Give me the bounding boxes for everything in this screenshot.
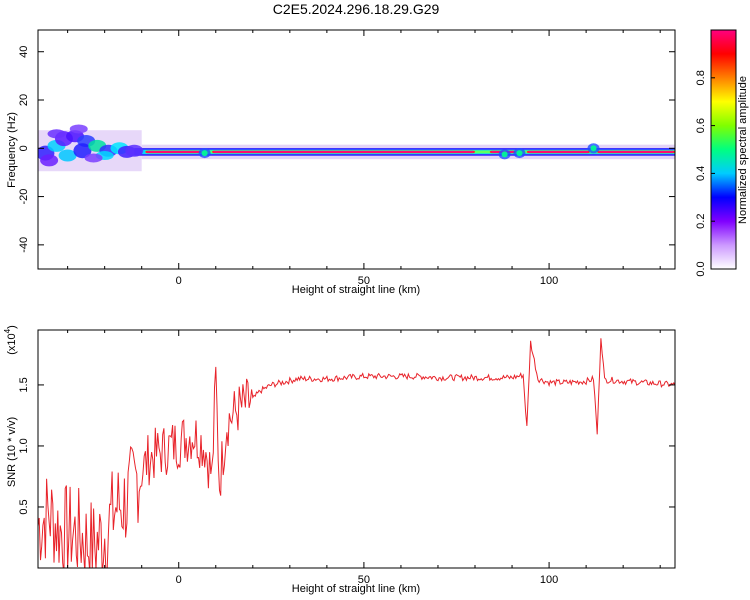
colorbar-frame bbox=[710, 29, 737, 270]
spectrogram-frame bbox=[37, 29, 676, 270]
colorbar-bar bbox=[711, 30, 736, 269]
spectrogram-y-tick-label: -40 bbox=[18, 237, 30, 253]
snr-x-tick-label: 50 bbox=[358, 574, 370, 586]
spectrogram-blob bbox=[69, 124, 88, 134]
snr-x-axis-label: Height of straight line (km) bbox=[292, 583, 420, 595]
spectrogram-heatmap bbox=[38, 124, 675, 172]
snr-y-tick-label: 1.5 bbox=[18, 377, 30, 392]
spectrogram-y-tick-label: 20 bbox=[18, 94, 30, 106]
snr-y-multiplier-close: ) bbox=[6, 325, 18, 329]
colorbar-tick-label: 0.0 bbox=[695, 261, 707, 276]
spectrogram-feature bbox=[201, 150, 208, 157]
spectrogram-blob bbox=[84, 153, 103, 163]
spectrogram-x-axis-label: Height of straight line (km) bbox=[292, 284, 420, 296]
colorbar-tick-label: 0.6 bbox=[695, 118, 707, 133]
spectrogram-y-axis-label: Frequency (Hz) bbox=[6, 112, 18, 188]
spectrogram-y-tick-label: 40 bbox=[18, 46, 30, 58]
snr-x-tick-label: 0 bbox=[176, 574, 182, 586]
colorbar: 0.0 0.2 0.4 0.6 0.8 Normalized spectral ampl… bbox=[695, 29, 749, 277]
spectrogram-x-tick-label: 100 bbox=[540, 275, 558, 287]
snr-plot-area bbox=[38, 338, 675, 568]
snr-y-tick-label: 1.0 bbox=[18, 438, 30, 453]
snr-y-tick-label: 0.5 bbox=[18, 499, 30, 514]
colorbar-ticks: 0.0 0.2 0.4 0.6 0.8 bbox=[695, 70, 715, 277]
snr-ticks: 0 50 100 0.5 1.0 1.5 bbox=[18, 330, 675, 586]
colorbar-tick-label: 0.4 bbox=[695, 166, 707, 181]
snr-y-multiplier-base: (x10 bbox=[6, 333, 18, 354]
spectrogram-blob bbox=[40, 154, 59, 167]
colorbar-label: Normalized spectral amplitude bbox=[737, 76, 749, 224]
spectrogram-ridge-core bbox=[599, 151, 673, 153]
snr-x-tick-label: 100 bbox=[540, 574, 558, 586]
spectrogram-blob bbox=[125, 144, 144, 157]
spectrogram-x-tick-label: 50 bbox=[358, 275, 370, 287]
spectrogram-panel: 0 50 100 -40 -20 0 20 40 Height of straight lin… bbox=[6, 29, 676, 296]
spectrogram-feature bbox=[516, 150, 523, 157]
colorbar-tick-label: 0.2 bbox=[695, 214, 707, 229]
snr-y-axis-label: SNR (10 * v/v) bbox=[6, 417, 18, 487]
figure-title: C2E5.2024.296.18.29.G29 bbox=[273, 1, 440, 17]
spectrogram-x-tick-label: 0 bbox=[176, 275, 182, 287]
colorbar-tick-label: 0.8 bbox=[695, 70, 707, 85]
snr-panel: 0 50 100 0.5 1.0 1.5 Height of straight line … bbox=[3, 325, 676, 595]
spectrogram-blob bbox=[73, 143, 92, 159]
snr-y-multiplier-exponent: 4 bbox=[3, 328, 12, 333]
spectrogram-feature bbox=[501, 151, 508, 158]
spectrogram-y-tick-label: 0 bbox=[18, 145, 30, 151]
spectrogram-blob bbox=[47, 129, 66, 139]
spectrogram-blob bbox=[58, 149, 77, 162]
snr-y-multiplier: (x104) bbox=[3, 325, 18, 355]
spectrogram-feature bbox=[590, 145, 597, 152]
spectrogram-ridge-core bbox=[147, 151, 199, 153]
spectrogram-ridge-core bbox=[528, 151, 588, 153]
spectrogram-ridge-core bbox=[214, 151, 474, 153]
snr-series-line bbox=[38, 338, 675, 568]
spectrogram-ticks: 0 50 100 -40 -20 0 20 40 bbox=[18, 30, 675, 287]
snr-frame bbox=[37, 329, 676, 569]
spectrogram-y-tick-label: -20 bbox=[18, 189, 30, 205]
